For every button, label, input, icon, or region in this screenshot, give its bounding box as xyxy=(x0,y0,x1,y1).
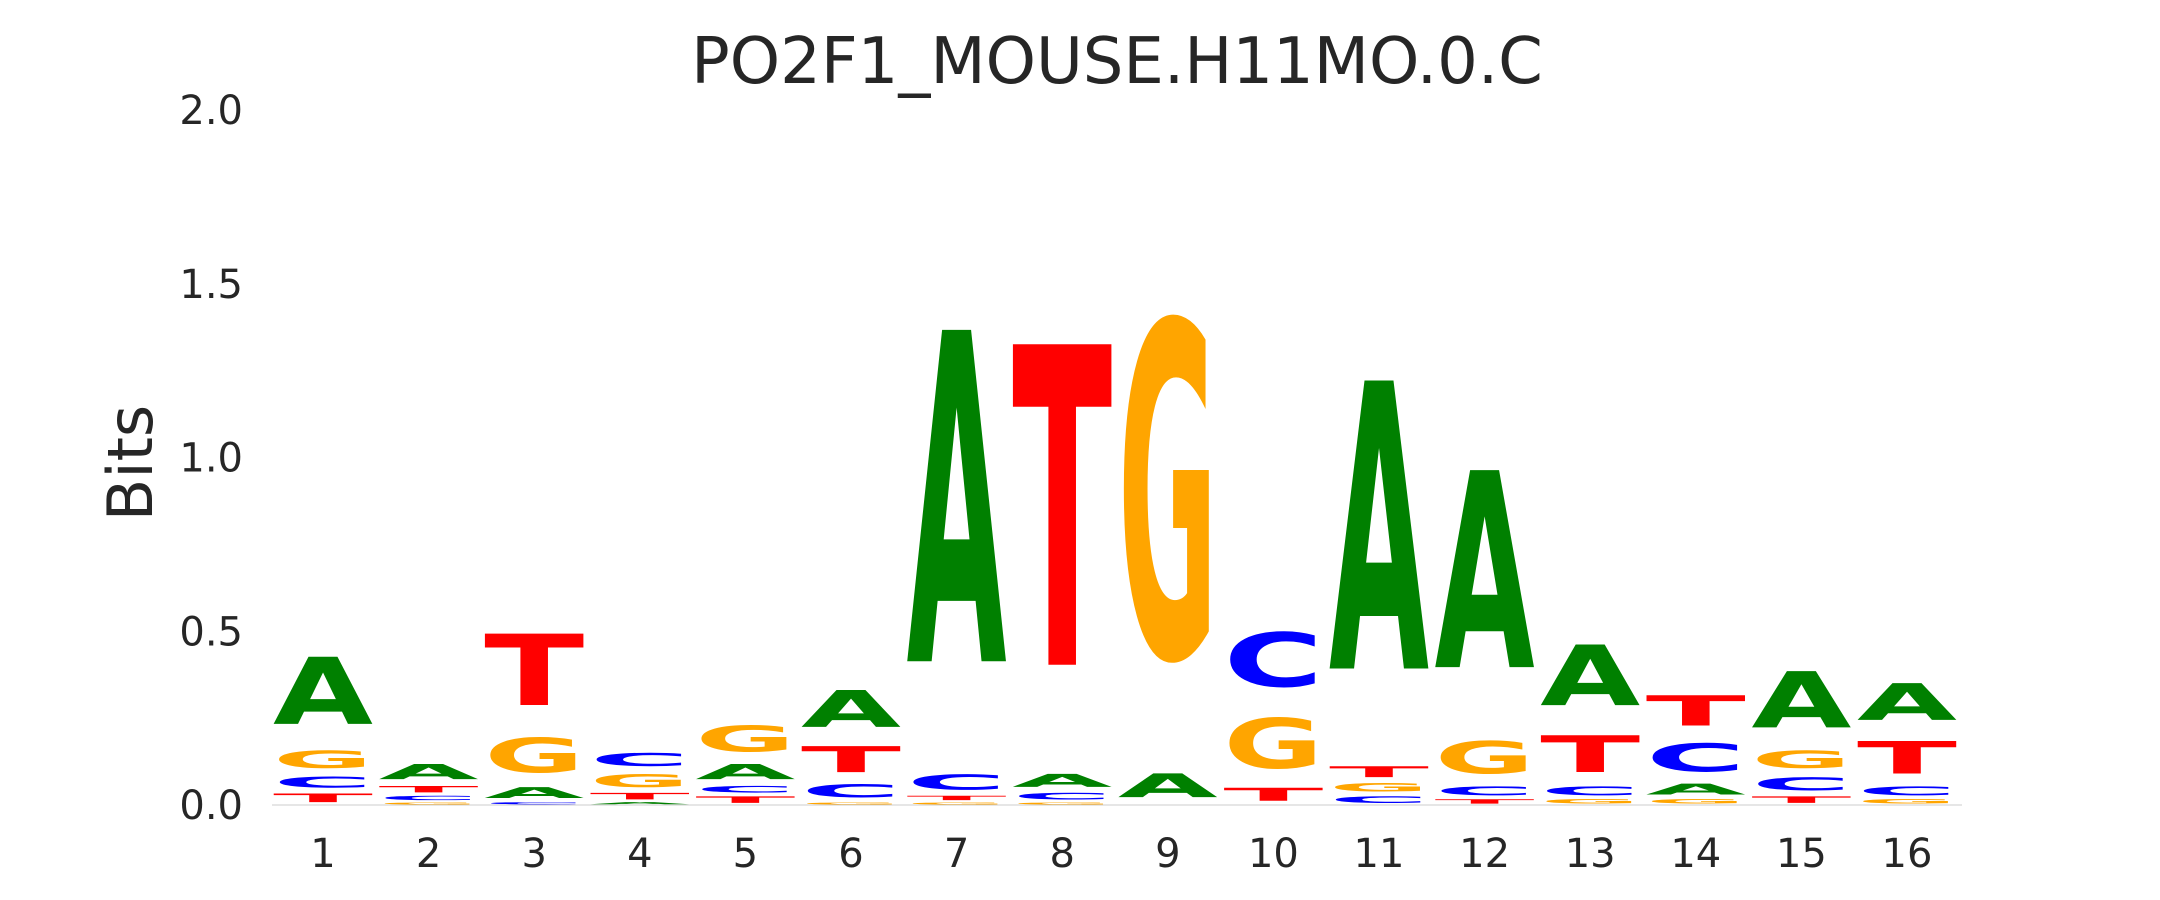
logo-letter-T: T xyxy=(695,795,795,805)
logo-letter-C: C xyxy=(1646,736,1746,781)
x-tick-label: 3 xyxy=(521,831,546,877)
logo-letter-G: G xyxy=(484,729,584,785)
logo-letter-C: C xyxy=(1751,774,1851,795)
y-tick-label: 0.0 xyxy=(179,783,243,829)
y-tick-label: 0.5 xyxy=(179,609,243,655)
logo-letter-A: A xyxy=(1646,781,1746,798)
logo-letter-G: G xyxy=(1540,798,1640,805)
logo-letter-A: A xyxy=(379,760,480,784)
logo-letter-T: T xyxy=(484,615,584,729)
logo-letter-T: T xyxy=(273,791,373,805)
x-tick-label: 1 xyxy=(310,831,335,877)
logo-letter-G: G xyxy=(1329,781,1429,795)
x-tick-label: 13 xyxy=(1565,831,1616,877)
logo-letter-A: A xyxy=(801,681,901,740)
logo-letter-C: C xyxy=(273,774,373,791)
y-axis-label: Bits xyxy=(94,405,167,521)
logo-letter-G: G xyxy=(590,770,690,791)
y-tick-label: 1.0 xyxy=(179,436,243,482)
logo-letter-T: T xyxy=(1012,258,1113,769)
logo-letter-A: A xyxy=(273,639,373,746)
logo-letter-C: C xyxy=(1012,791,1112,801)
logo-letter-T: T xyxy=(1329,763,1429,780)
logo-letter-T: T xyxy=(1540,725,1640,784)
logo-letter-A: A xyxy=(1857,674,1957,733)
logo-letter-A: A xyxy=(1329,303,1430,763)
x-tick-label: 11 xyxy=(1354,831,1405,877)
logo-letter-G: G xyxy=(907,802,1007,805)
x-tick-label: 10 xyxy=(1248,831,1299,877)
logo-letter-T: T xyxy=(1435,798,1535,805)
logo-letter-C: C xyxy=(1857,784,1957,798)
logo-letter-G: G xyxy=(1223,705,1323,785)
logo-letter-A: A xyxy=(1435,416,1535,731)
logo-letter-A: A xyxy=(907,239,1008,768)
y-tick-label: 1.5 xyxy=(179,262,243,308)
logo-letter-A: A xyxy=(1118,767,1218,805)
y-tick-label: 2.0 xyxy=(179,88,243,134)
x-tick-label: 12 xyxy=(1459,831,1510,877)
logo-letter-C: C xyxy=(695,784,795,794)
logo-letter-G: G xyxy=(695,719,795,760)
logo-letter-T: T xyxy=(590,791,690,801)
logo-letter-T: T xyxy=(1223,784,1323,805)
logo-letter-T: T xyxy=(801,739,901,780)
x-tick-label: 2 xyxy=(416,831,441,877)
logo-letter-T: T xyxy=(1646,687,1746,735)
x-tick-label: 8 xyxy=(1049,831,1074,877)
logo-letter-C: C xyxy=(1540,784,1640,798)
letter-stacks: TCGAGCTACAGTATGCTCAGGCTAGTCAGCATAGTGCCGT… xyxy=(273,230,1957,805)
logo-letter-G: G xyxy=(1751,746,1851,774)
logo-letter-A: A xyxy=(590,802,690,805)
x-tick-label: 5 xyxy=(733,831,758,877)
logo-letter-C: C xyxy=(484,802,584,805)
chart-title: PO2F1_MOUSE.H11MO.0.C xyxy=(691,25,1543,99)
logo-letter-C: C xyxy=(1329,795,1429,805)
x-tick-label: 4 xyxy=(627,831,652,877)
x-tick-label: 7 xyxy=(944,831,969,877)
x-tick-label: 16 xyxy=(1882,831,1933,877)
logo-letter-G: G xyxy=(379,802,479,805)
x-tick-label: 9 xyxy=(1155,831,1180,877)
logo-letter-T: T xyxy=(1857,732,1957,784)
logo-letter-A: A xyxy=(1012,770,1112,791)
logo-letter-C: C xyxy=(907,770,1007,794)
logo-letter-G: G xyxy=(1646,798,1746,805)
logo-letter-A: A xyxy=(484,784,584,801)
logo-letter-A: A xyxy=(1540,628,1640,725)
logo-letter-A: A xyxy=(695,760,796,784)
logo-letter-T: T xyxy=(907,795,1007,802)
logo-letter-G: G xyxy=(273,746,373,774)
logo-letter-G: G xyxy=(1857,798,1957,805)
logo-letter-G: G xyxy=(801,802,901,805)
x-tick-label: 15 xyxy=(1776,831,1827,877)
logo-letter-T: T xyxy=(1751,795,1851,805)
x-tick-label: 6 xyxy=(838,831,863,877)
logo-letter-G: G xyxy=(1012,802,1112,805)
logo-letter-C: C xyxy=(379,795,479,802)
logo-letter-C: C xyxy=(1435,784,1535,798)
logo-letter-A: A xyxy=(1751,656,1851,746)
logo-letter-C: C xyxy=(1223,617,1323,704)
logo-letter-G: G xyxy=(1118,230,1218,766)
logo-letter-C: C xyxy=(801,781,901,802)
logo-letter-T: T xyxy=(379,784,479,794)
x-axis-ticks: 1 2 3 4 5 6 7 8 9 10 11 12 13 14 15 16 xyxy=(310,831,1932,877)
logo-letter-C: C xyxy=(590,749,690,770)
y-axis-ticks: 0.0 0.5 1.0 1.5 2.0 xyxy=(179,88,243,829)
x-tick-label: 14 xyxy=(1670,831,1721,877)
logo-letter-G: G xyxy=(1435,732,1535,784)
